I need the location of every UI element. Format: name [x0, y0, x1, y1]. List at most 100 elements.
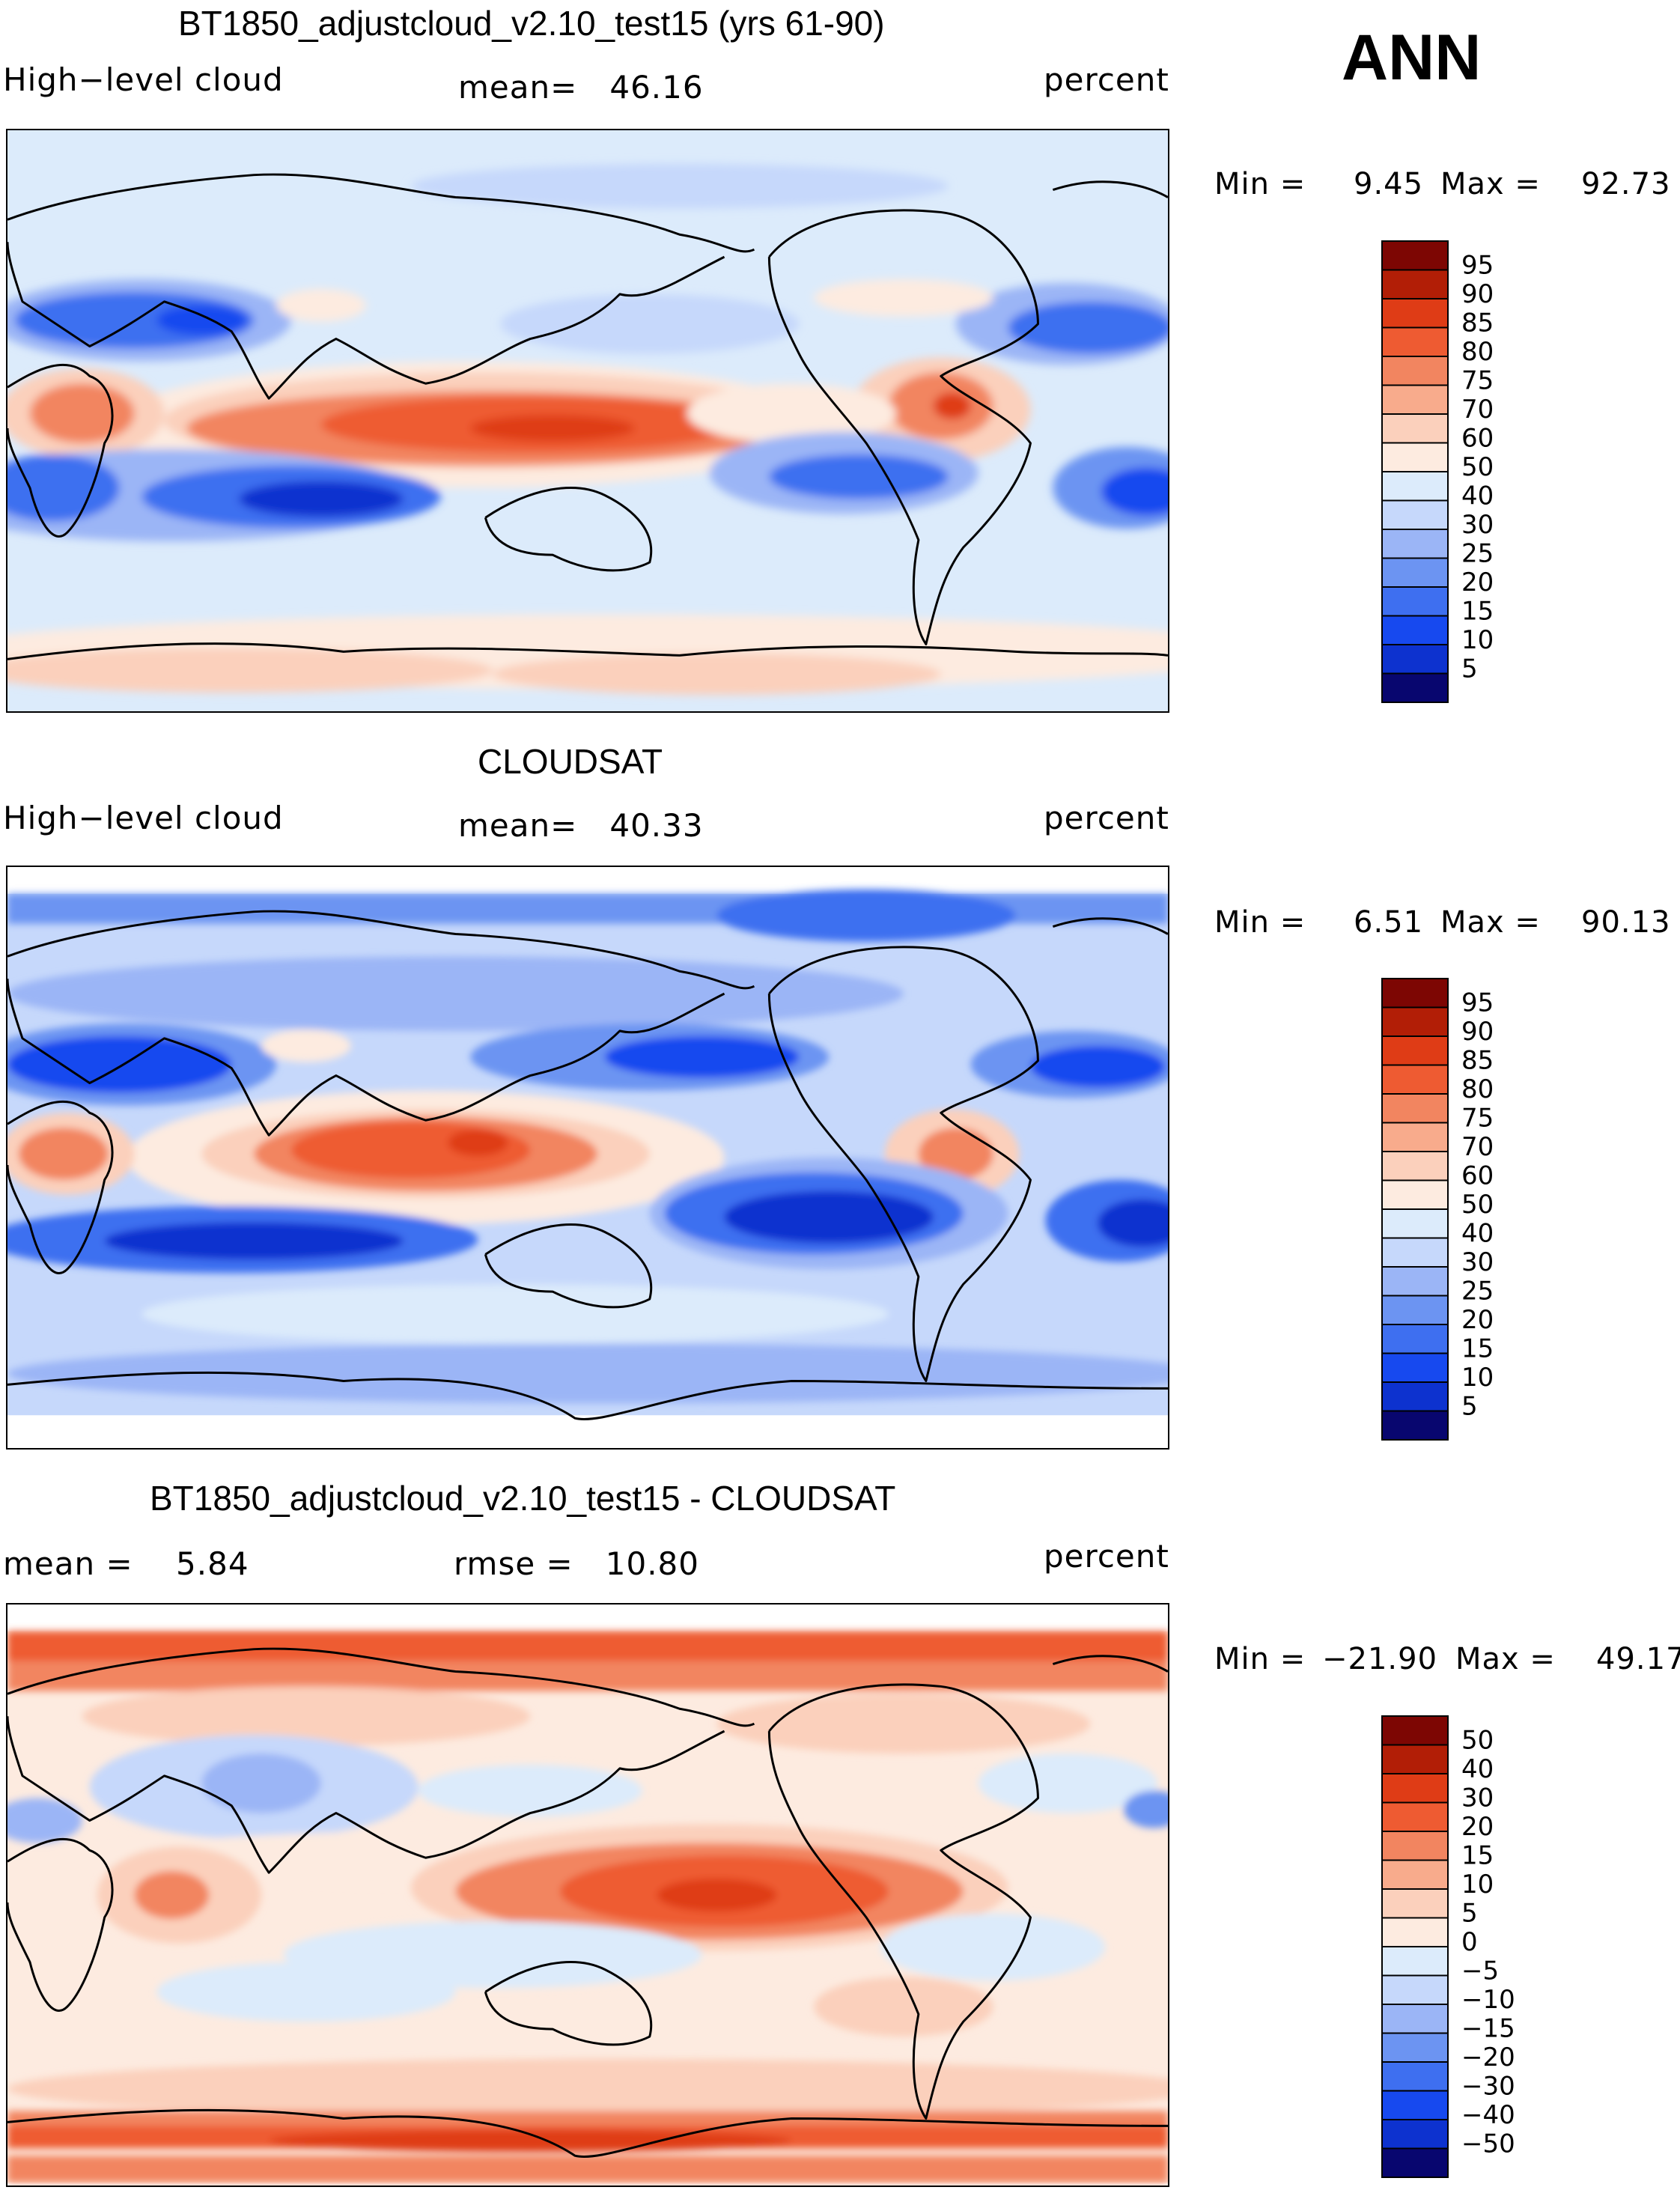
colorbar-tick-label: 10	[1461, 1363, 1494, 1393]
colorbar-band	[1381, 2032, 1449, 2063]
colorbar-tick-label: 85	[1461, 1046, 1494, 1076]
colorbar-tick-label: 20	[1461, 1305, 1494, 1335]
colorbar-tick-label: 10	[1461, 625, 1494, 655]
colorbar-band	[1381, 672, 1449, 703]
colorbar-tick-label: 15	[1461, 597, 1494, 627]
colorbar-band	[1381, 384, 1449, 415]
panel-1-units: percent	[1044, 61, 1169, 98]
colorbar-band	[1381, 1122, 1449, 1152]
colorbar-tick-label: 25	[1461, 1277, 1494, 1307]
panel-2-mean: mean= 40.33	[458, 807, 704, 844]
colorbar-tick-label: 20	[1461, 568, 1494, 597]
colorbar-band	[1381, 2004, 1449, 2034]
colorbar-tick-label: −40	[1461, 2100, 1515, 2130]
colorbar-band	[1381, 269, 1449, 299]
colorbar-tick-label: 30	[1461, 1783, 1494, 1813]
colorbar-band	[1381, 1295, 1449, 1325]
panel-3-min-label: Min =	[1214, 1642, 1306, 1676]
colorbar-band	[1381, 1381, 1449, 1412]
panel-2-title: CLOUDSAT	[478, 742, 663, 781]
colorbar-band	[1381, 1352, 1449, 1383]
colorbar-band	[1381, 1859, 1449, 1890]
panel-2-min-label: Min =	[1214, 905, 1306, 940]
colorbar-band	[1381, 1064, 1449, 1095]
panel-2-contour-field	[7, 867, 1168, 1448]
colorbar-tick-label: 80	[1461, 337, 1494, 367]
colorbar-band	[1381, 1715, 1449, 1746]
panel-1-map	[6, 129, 1169, 713]
colorbar-tick-label: 15	[1461, 1841, 1494, 1871]
colorbar-band	[1381, 2147, 1449, 2178]
colorbar-tick-label: 90	[1461, 279, 1494, 309]
colorbar-band	[1381, 1888, 1449, 1919]
colorbar-tick-label: 70	[1461, 1132, 1494, 1162]
colorbar-band	[1381, 1151, 1449, 1181]
colorbar-tick-label: 60	[1461, 1161, 1494, 1191]
colorbar-band	[1381, 978, 1449, 1009]
colorbar-tick-label: 50	[1461, 1726, 1494, 1756]
colorbar-tick-label: 0	[1461, 1927, 1478, 1957]
colorbar-band	[1381, 298, 1449, 329]
colorbar-tick-label: 90	[1461, 1017, 1494, 1047]
colorbar-tick-label: 95	[1461, 251, 1494, 281]
colorbar-band	[1381, 1324, 1449, 1354]
panel-1-min-label: Min =	[1214, 167, 1306, 201]
season-label: ANN	[1342, 22, 1482, 94]
colorbar-tick-label: 60	[1461, 424, 1494, 454]
panel-3-title: BT1850_adjustcloud_v2.10_test15 - CLOUDS…	[150, 1479, 896, 1518]
colorbar-tick-label: −5	[1461, 1956, 1499, 1986]
panel-2-min-value: 6.51	[1354, 905, 1424, 940]
colorbar-band	[1381, 1266, 1449, 1297]
colorbar-tick-label: −15	[1461, 2014, 1515, 2044]
panel-2-max-value: 90.13	[1581, 905, 1671, 940]
colorbar-tick-label: 30	[1461, 510, 1494, 540]
panel-1-contour-field	[7, 130, 1168, 711]
colorbar-band	[1381, 2061, 1449, 2092]
colorbar-tick-label: 95	[1461, 988, 1494, 1018]
panel-2-variable: High−level cloud	[3, 800, 284, 836]
panel-2-colorbar: 95 90 85 80 75 70 60 50 40 30 25 20 15 10 5	[1379, 978, 1574, 1441]
colorbar-tick-label: 40	[1461, 1754, 1494, 1784]
panel-2-units: percent	[1044, 800, 1169, 836]
panel-1-max-value: 92.73	[1581, 167, 1671, 201]
panel-2-map	[6, 866, 1169, 1450]
colorbar-tick-label: −30	[1461, 2072, 1515, 2102]
colorbar-band	[1381, 240, 1449, 271]
panel-3-min-value: −21.90	[1322, 1642, 1438, 1676]
colorbar-band	[1381, 1744, 1449, 1774]
colorbar-band	[1381, 1974, 1449, 2005]
colorbar-band	[1381, 356, 1449, 386]
colorbar-band	[1381, 1237, 1449, 1268]
colorbar-tick-label: 25	[1461, 539, 1494, 569]
colorbar-band	[1381, 1773, 1449, 1804]
colorbar-band	[1381, 644, 1449, 675]
colorbar-band	[1381, 1179, 1449, 1210]
colorbar-tick-label: −50	[1461, 2129, 1515, 2159]
panel-2-coastlines	[7, 910, 1168, 1420]
colorbar-band	[1381, 1208, 1449, 1239]
panel-2-max-label: Max =	[1440, 905, 1541, 940]
panel-1-variable: High−level cloud	[3, 61, 284, 98]
colorbar-band	[1381, 529, 1449, 559]
colorbar-tick-label: 75	[1461, 1104, 1494, 1134]
colorbar-tick-label: 50	[1461, 452, 1494, 482]
colorbar-tick-label: 5	[1461, 654, 1478, 684]
colorbar-tick-label: 70	[1461, 395, 1494, 425]
colorbar-band	[1381, 1917, 1449, 1947]
colorbar-band	[1381, 413, 1449, 444]
colorbar-band	[1381, 499, 1449, 530]
colorbar-tick-label: 80	[1461, 1074, 1494, 1104]
colorbar-band	[1381, 1831, 1449, 1861]
panel-3-rmse: rmse = 10.80	[454, 1545, 699, 1582]
colorbar-tick-label: 85	[1461, 308, 1494, 338]
colorbar-band	[1381, 1410, 1449, 1441]
colorbar-band	[1381, 2119, 1449, 2150]
panel-1-coastlines	[7, 173, 1168, 660]
panel-3-max-label: Max =	[1455, 1642, 1556, 1676]
colorbar-band	[1381, 1035, 1449, 1066]
colorbar-tick-label: 50	[1461, 1190, 1494, 1220]
panel-1-title: BT1850_adjustcloud_v2.10_test15 (yrs 61-…	[178, 4, 885, 43]
colorbar-tick-label: 20	[1461, 1812, 1494, 1842]
panel-3-coastlines	[7, 1647, 1168, 2158]
colorbar-band	[1381, 586, 1449, 617]
